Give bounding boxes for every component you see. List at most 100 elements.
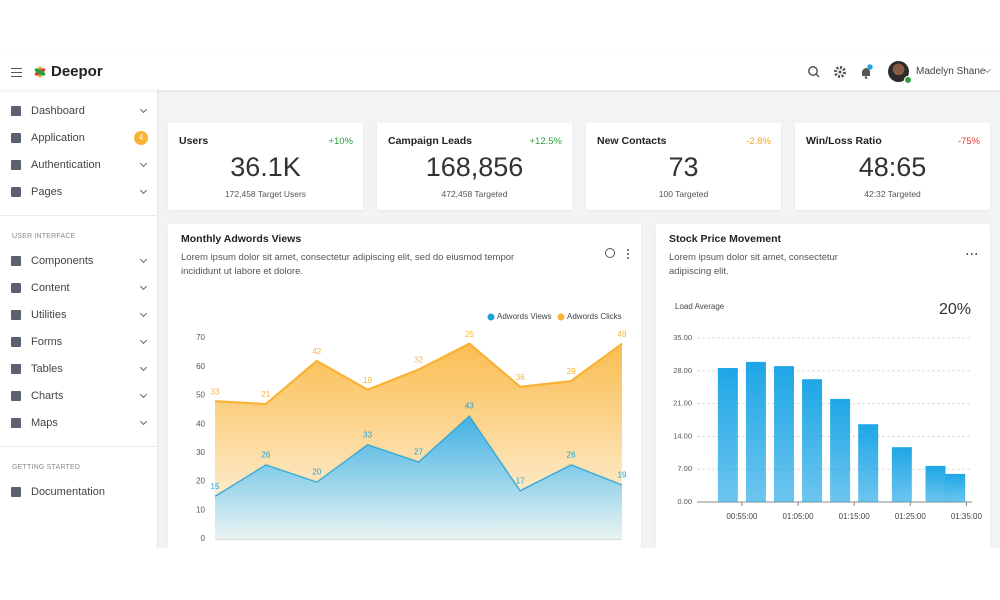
settings-icon-center (838, 70, 842, 74)
data-label: 21 (261, 390, 270, 399)
nav-chevron (139, 159, 148, 168)
brand[interactable]: Deepor (51, 63, 103, 80)
area-fill (215, 343, 622, 496)
x-tick-label: 01:35:00 (951, 512, 983, 521)
stat-title: Users (179, 135, 209, 147)
notification-icon[interactable] (862, 68, 870, 76)
y-tick-label: 10 (196, 505, 205, 514)
y-tick-label: 60 (196, 362, 205, 371)
nav-item[interactable]: Utilities (0, 304, 158, 326)
nav-label: Components (31, 255, 94, 267)
stat-title: Win/Loss Ratio (806, 135, 882, 147)
more-button[interactable] (965, 253, 977, 255)
chart-title: Stock Price Movement (669, 233, 782, 245)
chart: 0 10 20 30 40 50 60 70 15 26 20 33 27 43 17 26 19 33 21 42 1… (196, 312, 627, 543)
stat-change: -75% (957, 136, 980, 147)
stat-change: +12.5% (529, 136, 563, 147)
y-tick-label: 70 (196, 333, 205, 342)
area-fill (215, 415, 622, 539)
data-label: 33 (211, 387, 220, 396)
bar (858, 424, 879, 502)
stat-title: Campaign Leads (388, 135, 473, 147)
bar (802, 379, 823, 502)
nav-icon (11, 310, 21, 320)
nav-item[interactable]: Dashboard (0, 100, 158, 122)
nav-item[interactable]: Documentation (0, 481, 158, 503)
menu-button[interactable] (11, 68, 22, 77)
settings-icon[interactable] (834, 66, 846, 78)
header-icons (808, 64, 873, 79)
bar (773, 366, 794, 502)
refresh-button[interactable] (605, 248, 615, 258)
nav-item[interactable]: Authentication (0, 154, 158, 176)
data-label: 25 (465, 330, 474, 339)
stat-target: 100 Targeted (658, 189, 709, 199)
nav-icon (11, 337, 21, 347)
nav-icon (11, 487, 21, 497)
nav-item[interactable]: Components (0, 250, 158, 272)
notification-dot (867, 64, 873, 70)
stat-value: 73 (668, 152, 699, 182)
nav-label: Authentication (31, 159, 101, 171)
data-label: 17 (516, 476, 525, 485)
nav-chevron (139, 255, 148, 264)
stat-card: Win/Loss Ratio -75% 48:65 42:32 Targeted (795, 123, 990, 210)
main-content: Users +10% 36.1K 172,458 Target Users Campai… (158, 90, 1000, 548)
search-icon-handle (815, 73, 820, 78)
nav-item[interactable]: Pages (0, 181, 158, 203)
stat-change: +10% (328, 136, 353, 147)
x-tick-label: 01:05:00 (782, 512, 814, 521)
y-tick-label: 50 (196, 391, 205, 400)
nav-icon (11, 283, 21, 293)
search-icon[interactable] (808, 66, 818, 76)
avatar[interactable] (888, 61, 909, 82)
y-tick-label: 40 (196, 419, 205, 428)
nav-icon (11, 133, 21, 143)
x-tick-label: 00:55:00 (726, 512, 758, 521)
nav-icon (11, 106, 21, 116)
nav-item[interactable]: Content (0, 277, 158, 299)
nav-label: Forms (31, 336, 63, 348)
nav-badge: 4 (134, 131, 148, 145)
top-bar: Deepor Madelyn Shane (0, 55, 1000, 90)
data-label: 15 (211, 482, 220, 491)
nav-label: Tables (31, 363, 63, 375)
bar (717, 367, 738, 502)
y-tick-label: 0.00 (677, 497, 692, 506)
nav-chevron (139, 186, 148, 195)
nav-label: Application (31, 132, 85, 144)
nav-chevron (139, 336, 148, 345)
y-tick-label: 35.00 (673, 333, 692, 342)
legend-label: Adwords Views (497, 312, 552, 321)
y-tick-label: 20 (196, 477, 205, 486)
data-label: 19 (618, 471, 627, 480)
data-label: 32 (414, 356, 423, 365)
legend-label: Adwords Clicks (567, 312, 622, 321)
y-tick-label: 7.00 (677, 464, 692, 473)
chart-description: Lorem ipsum dolor sit amet, consectetur … (181, 252, 515, 277)
logo (34, 66, 46, 78)
nav-item[interactable]: Charts (0, 385, 158, 407)
user-name[interactable]: Madelyn Shane (916, 66, 986, 77)
nav-item[interactable]: Tables (0, 358, 158, 380)
status-dot (904, 76, 912, 84)
legend-marker (487, 313, 495, 321)
nav-item[interactable]: Maps (0, 412, 158, 434)
nav-icon (11, 160, 21, 170)
nav-item[interactable]: Application 4 (0, 127, 158, 149)
data-label: 26 (567, 450, 576, 459)
section-heading: GETTING STARTED (12, 464, 81, 471)
annotation: Load Average (675, 302, 725, 311)
nav-item[interactable]: Forms (0, 331, 158, 353)
data-label: 36 (516, 373, 525, 382)
nav-chevron (139, 417, 148, 426)
nav-icon (11, 256, 21, 266)
bar (945, 473, 966, 502)
chart-description: Lorem ipsum dolor sit amet, consectetur … (669, 252, 838, 277)
notification-icon-clapper (864, 76, 868, 79)
nav-chevron (139, 363, 148, 372)
y-tick-label: 21.00 (673, 399, 692, 408)
data-label: 42 (312, 347, 321, 356)
more-button[interactable] (627, 248, 629, 259)
